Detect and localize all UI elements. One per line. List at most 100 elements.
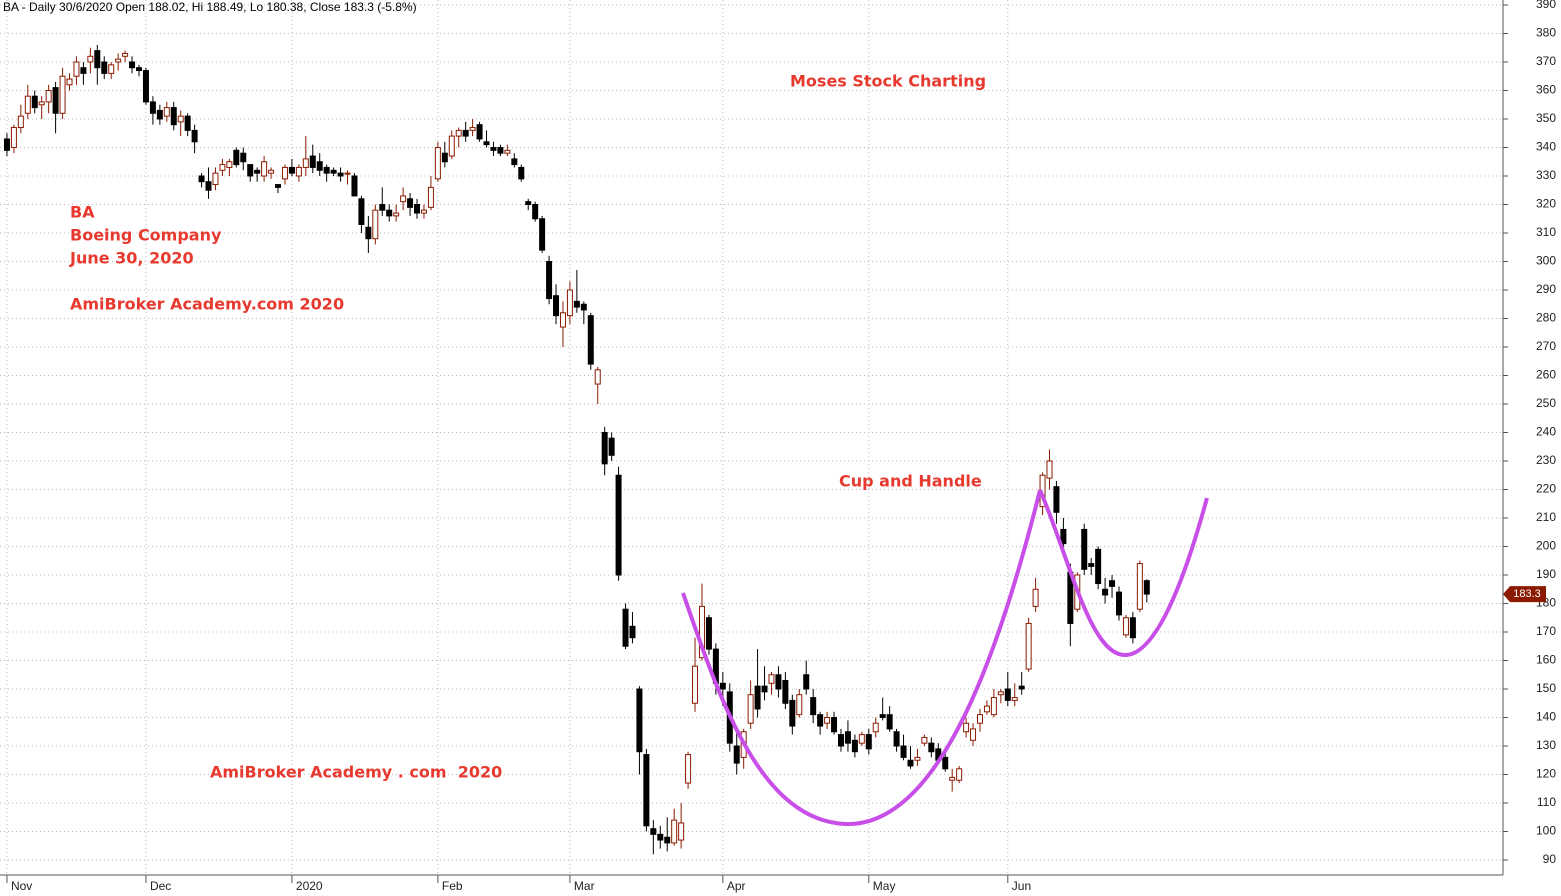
candle-body: [837, 734, 844, 747]
annotation: Moses Stock Charting: [790, 72, 986, 91]
candle-body: [1004, 688, 1011, 701]
candle-body: [497, 146, 504, 154]
candle-body: [976, 714, 983, 724]
handle-curve: [1038, 489, 1209, 658]
candle-body: [476, 124, 483, 140]
candle-body: [129, 61, 136, 69]
candle-body: [226, 161, 233, 168]
candle-body: [511, 158, 518, 166]
candle-body: [705, 617, 712, 650]
candle-body: [650, 828, 657, 835]
candle-body: [344, 172, 351, 175]
candle-body: [184, 115, 191, 131]
candle-body: [59, 75, 66, 114]
candle-body: [323, 166, 330, 174]
y-tick-label: 90: [1543, 852, 1557, 866]
candle-body: [1018, 685, 1025, 690]
annotation: BA: [70, 203, 95, 222]
candle-body: [525, 201, 532, 205]
candle-body: [469, 127, 476, 131]
candle-body: [824, 717, 831, 724]
candle-body: [17, 115, 24, 129]
candle-body: [490, 146, 497, 151]
candle-body: [205, 181, 212, 191]
candle-body: [914, 756, 921, 761]
candle-body: [768, 674, 775, 684]
candle-body: [1115, 591, 1122, 616]
candle-body: [177, 115, 184, 123]
y-tick-label: 280: [1536, 311, 1556, 325]
candle-body: [337, 172, 344, 177]
candle-body: [643, 754, 650, 827]
candle-body: [156, 109, 163, 120]
candle-body: [1053, 486, 1060, 513]
candle-body: [594, 369, 601, 385]
candle-body: [678, 822, 685, 841]
candle-body: [963, 722, 970, 733]
candle-body: [803, 674, 810, 690]
candle-body: [1088, 563, 1095, 567]
candle-body: [372, 209, 379, 240]
y-tick-label: 170: [1536, 624, 1556, 638]
y-tick-label: 380: [1536, 26, 1556, 40]
candle-body: [66, 78, 73, 86]
candle-body: [692, 665, 699, 704]
candle-body: [386, 209, 393, 217]
candle-body: [622, 608, 629, 647]
y-tick-label: 350: [1536, 111, 1556, 125]
candle-body: [407, 198, 414, 208]
y-tick-label: 200: [1536, 539, 1556, 553]
candle-body: [94, 50, 101, 69]
candle-body: [928, 742, 935, 753]
x-tick-label: Mar: [574, 879, 595, 893]
last-price-label: 183.3: [1513, 588, 1541, 600]
candle-body: [427, 186, 434, 208]
candle-body: [921, 736, 928, 744]
candle-body: [212, 172, 219, 186]
y-tick-label: 260: [1536, 368, 1556, 382]
y-tick-label: 110: [1537, 795, 1556, 809]
candle-body: [983, 705, 990, 713]
candle-body: [1122, 617, 1129, 636]
candle-body: [45, 89, 52, 103]
candle-body: [1143, 580, 1150, 595]
x-tick-label: May: [873, 879, 896, 893]
candle-body: [462, 129, 469, 137]
candle-body: [316, 161, 323, 171]
y-tick-label: 340: [1536, 140, 1556, 154]
candle-body: [893, 731, 900, 747]
candle-body: [330, 169, 337, 174]
y-tick-label: 210: [1536, 510, 1556, 524]
candle-body: [233, 149, 240, 166]
candle-body: [573, 300, 580, 308]
candle-body: [636, 688, 643, 753]
candle-body: [3, 138, 10, 151]
x-tick-label: Dec: [150, 879, 171, 893]
candle-body: [733, 745, 740, 764]
x-tick-label: Nov: [11, 879, 32, 893]
annotation: AmiBroker Academy . com 2020: [210, 763, 502, 782]
candle-body: [198, 175, 205, 183]
candle-body: [608, 437, 615, 456]
candle-body: [281, 166, 288, 180]
candle-body: [302, 158, 309, 168]
candle-body: [865, 734, 872, 750]
candle-body: [789, 699, 796, 727]
candle-body: [358, 198, 365, 225]
candle-body: [414, 203, 421, 214]
candle-body: [1095, 548, 1102, 585]
candle-body: [1109, 580, 1116, 587]
candle-body: [122, 52, 129, 57]
candle-body: [393, 212, 400, 217]
candle-body: [601, 431, 608, 465]
last-price-marker: [1503, 586, 1546, 603]
candle-body: [73, 61, 80, 77]
candle-body: [1060, 528, 1067, 545]
y-tick-label: 100: [1536, 824, 1556, 838]
candle-body: [80, 67, 87, 74]
candle-body: [268, 169, 275, 174]
y-tick-label: 120: [1536, 767, 1556, 781]
candle-body: [970, 728, 977, 741]
x-tick-label: Feb: [442, 879, 463, 893]
